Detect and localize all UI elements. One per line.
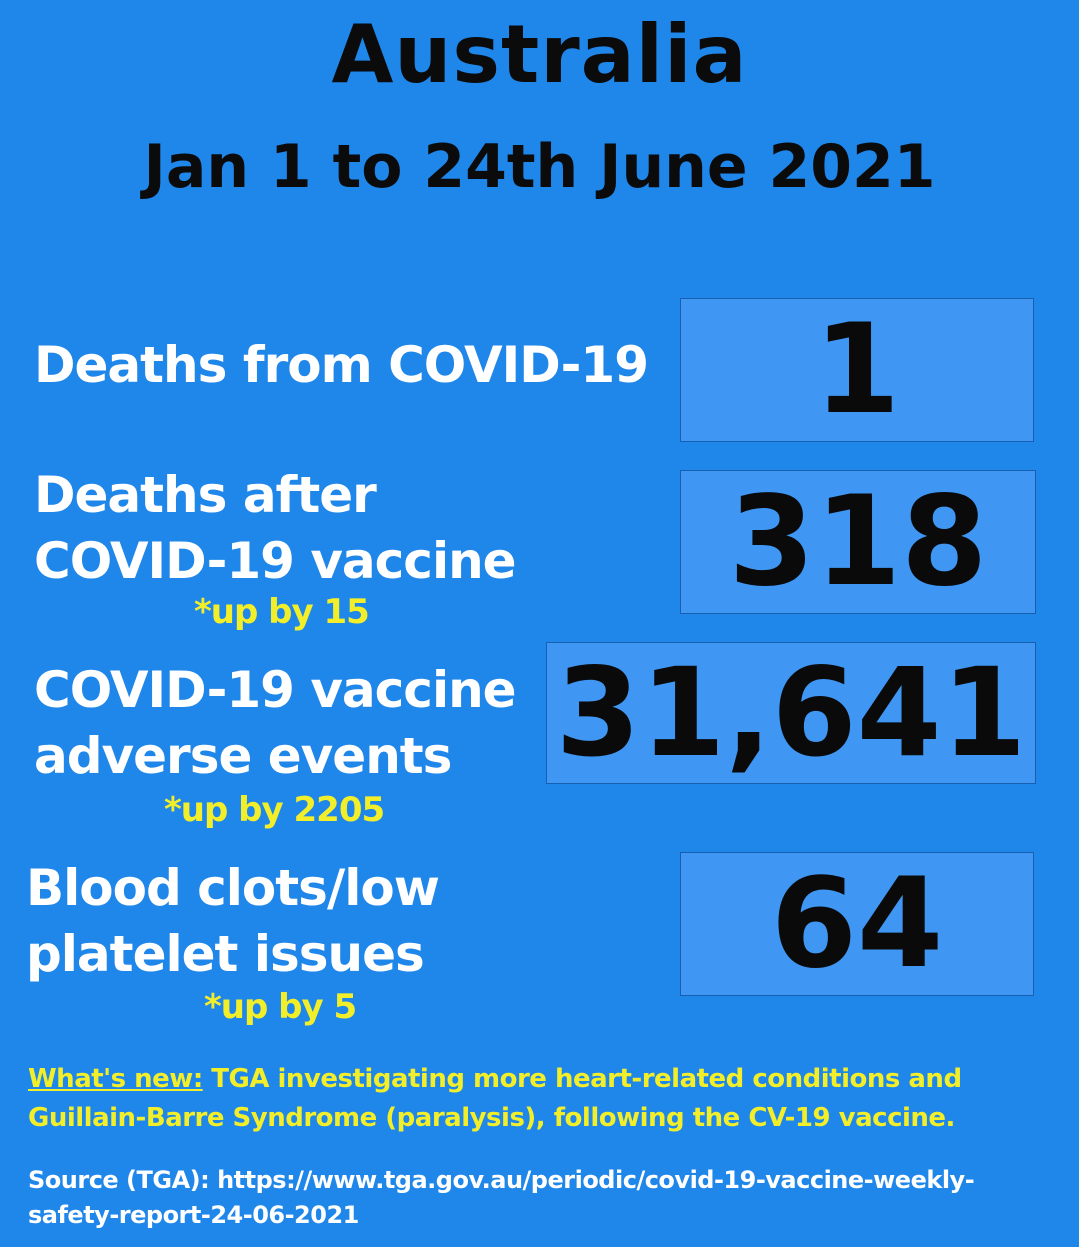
page-title: Australia bbox=[331, 8, 748, 101]
stat-note-adverse-events: *up by 2205 bbox=[164, 790, 385, 830]
date-range-subtitle: Jan 1 to 24th June 2021 bbox=[143, 132, 936, 202]
stat-value-deaths-after-vaccine: 318 bbox=[680, 470, 1036, 614]
stat-label-deaths-after-vaccine: Deaths after COVID-19 vaccine bbox=[34, 466, 517, 590]
stat-label-blood-clots: Blood clots/low platelet issues bbox=[26, 859, 440, 983]
stat-value-covid-deaths: 1 bbox=[680, 298, 1034, 442]
stat-value-blood-clots: 64 bbox=[680, 852, 1034, 996]
whats-new-label: What's new: bbox=[28, 1064, 203, 1094]
stat-label-covid-deaths: Deaths from COVID-19 bbox=[34, 336, 649, 394]
stat-note-deaths-after-vaccine: *up by 15 bbox=[194, 592, 370, 632]
stat-note-blood-clots: *up by 5 bbox=[204, 987, 357, 1027]
source-citation: Source (TGA): https://www.tga.gov.au/per… bbox=[28, 1166, 975, 1229]
whats-new-note: What's new: TGA investigating more heart… bbox=[28, 1060, 1058, 1138]
stat-value-adverse-events: 31,641 bbox=[546, 642, 1036, 784]
whats-new-text: TGA investigating more heart-related con… bbox=[28, 1064, 962, 1133]
stat-label-adverse-events: COVID-19 vaccine adverse events bbox=[34, 661, 517, 785]
